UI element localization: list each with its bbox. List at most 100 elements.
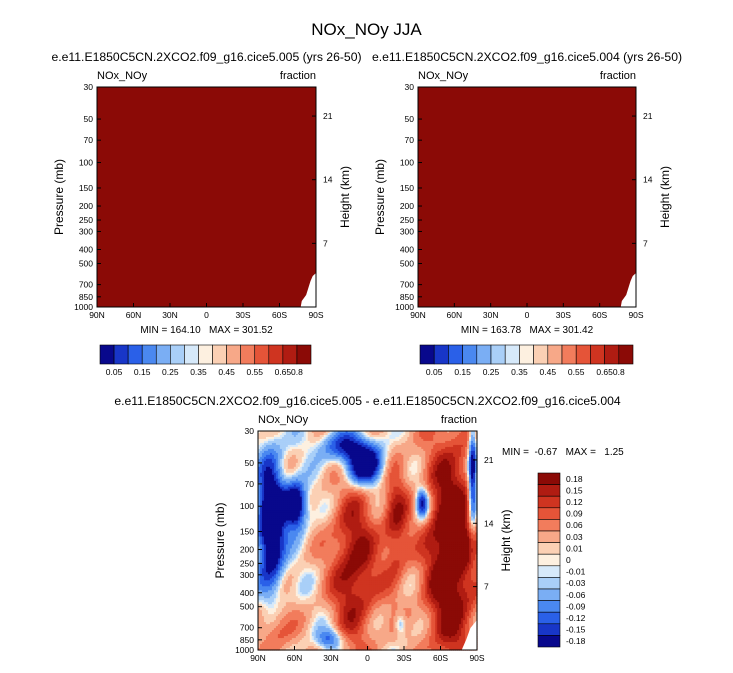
heatmap-cell — [427, 468, 430, 472]
heatmap-cell — [323, 468, 327, 472]
heatmap-cell — [349, 458, 353, 462]
heatmap-cell — [263, 452, 267, 456]
colorbar-swatch — [226, 344, 241, 365]
heatmap-cell — [471, 446, 474, 450]
colorbar-label: 0.35 — [190, 367, 207, 377]
heatmap-cell — [403, 474, 406, 478]
heatmap-cell — [281, 434, 285, 438]
heatmap-cell — [403, 460, 406, 464]
heatmap-cell — [317, 432, 321, 436]
heatmap-cell — [445, 431, 448, 434]
heatmap-cell — [361, 442, 365, 446]
y-tick-label: 150 — [79, 183, 93, 193]
chart-top-right: e.e11.E1850C5CN.2XCO2.f09_g16.cice5.004 … — [372, 50, 682, 377]
heatmap-cell — [321, 466, 325, 470]
heatmap-cell — [455, 474, 458, 478]
heatmap-cell — [279, 454, 283, 458]
heatmap-cell — [329, 458, 333, 462]
heatmap-cell — [451, 466, 454, 470]
heatmap-cell — [411, 468, 414, 472]
heatmap-cell — [427, 452, 430, 456]
heatmap-cell — [261, 474, 265, 478]
heatmap-cell — [385, 482, 389, 486]
heatmap-cell — [327, 432, 331, 436]
heatmap-cell — [463, 454, 466, 458]
heatmap-cell — [279, 464, 283, 468]
heatmap-cell — [331, 478, 335, 482]
heatmap-cell — [289, 476, 293, 480]
heatmap-cell — [337, 434, 341, 438]
heatmap-cell — [361, 440, 365, 444]
heatmap-cell — [343, 444, 347, 448]
heatmap-cell — [311, 448, 315, 452]
heatmap-cell — [279, 452, 283, 456]
heatmap-cell — [309, 431, 313, 434]
heatmap-cell — [267, 476, 271, 480]
heatmap-cell — [297, 476, 301, 480]
heatmap-cell — [277, 440, 281, 444]
heatmap-cell — [445, 480, 448, 484]
heatmap-cell — [335, 468, 339, 472]
heatmap-cell — [363, 462, 367, 466]
heatmap-cell — [258, 436, 261, 440]
heatmap-cell — [297, 434, 301, 438]
heatmap-cell — [315, 480, 319, 484]
heatmap-cell — [417, 444, 420, 448]
heatmap-cell — [345, 480, 349, 484]
heatmap-cell — [335, 472, 339, 476]
heatmap-cell — [469, 452, 472, 456]
heatmap-cell — [471, 432, 474, 436]
heatmap-cell — [399, 454, 402, 458]
heatmap-cell — [443, 458, 446, 462]
heatmap-cell — [383, 478, 387, 482]
heatmap-cell — [261, 464, 265, 468]
heatmap-cell — [411, 450, 414, 454]
heatmap-cell — [399, 456, 402, 460]
heatmap-cell — [293, 482, 297, 486]
heatmap-cell — [339, 436, 343, 440]
heatmap-cell — [465, 472, 468, 476]
heatmap-cell — [367, 454, 371, 458]
heatmap-cell — [449, 450, 452, 454]
colorbar-swatch — [212, 344, 227, 365]
heatmap-cell — [347, 438, 351, 442]
heatmap-cell — [277, 466, 281, 470]
heatmap-cell — [389, 472, 392, 476]
heatmap-cell — [325, 478, 329, 482]
heatmap-cell — [467, 432, 470, 436]
heatmap-cell — [423, 434, 426, 438]
heatmap-cell — [473, 462, 476, 466]
heatmap-cell — [331, 482, 335, 486]
heatmap-cell — [365, 448, 369, 452]
heatmap-cell — [373, 456, 377, 460]
heatmap-cell — [449, 478, 452, 482]
heatmap-cell — [267, 460, 271, 464]
heatmap-cell — [433, 436, 436, 440]
heatmap-cell — [327, 436, 331, 440]
heatmap-cell — [261, 466, 265, 470]
heatmap-cell — [309, 482, 313, 486]
heatmap-cell — [445, 468, 448, 472]
heatmap-cell — [327, 431, 331, 434]
heatmap-cell — [459, 462, 462, 466]
heatmap-cell — [275, 436, 279, 440]
heatmap-cell — [333, 462, 337, 466]
heatmap-cell — [291, 444, 295, 448]
heatmap-cell — [407, 450, 410, 454]
heatmap-cell — [367, 462, 371, 466]
heatmap-cell — [311, 470, 315, 474]
heatmap-cell — [271, 442, 275, 446]
heatmap-cell — [373, 440, 377, 444]
heatmap-cell — [321, 474, 325, 478]
heatmap-cell — [457, 476, 460, 480]
heatmap-cell — [261, 456, 265, 460]
heatmap-cell — [305, 444, 309, 448]
heatmap-cell — [439, 431, 442, 434]
heatmap-cell — [447, 436, 450, 440]
heatmap-cell — [461, 470, 464, 474]
heatmap-cell — [345, 460, 349, 464]
heatmap-cell — [325, 468, 329, 472]
heatmap-cell — [451, 478, 454, 482]
heatmap-cell — [385, 450, 389, 454]
heatmap-cell — [391, 476, 394, 480]
